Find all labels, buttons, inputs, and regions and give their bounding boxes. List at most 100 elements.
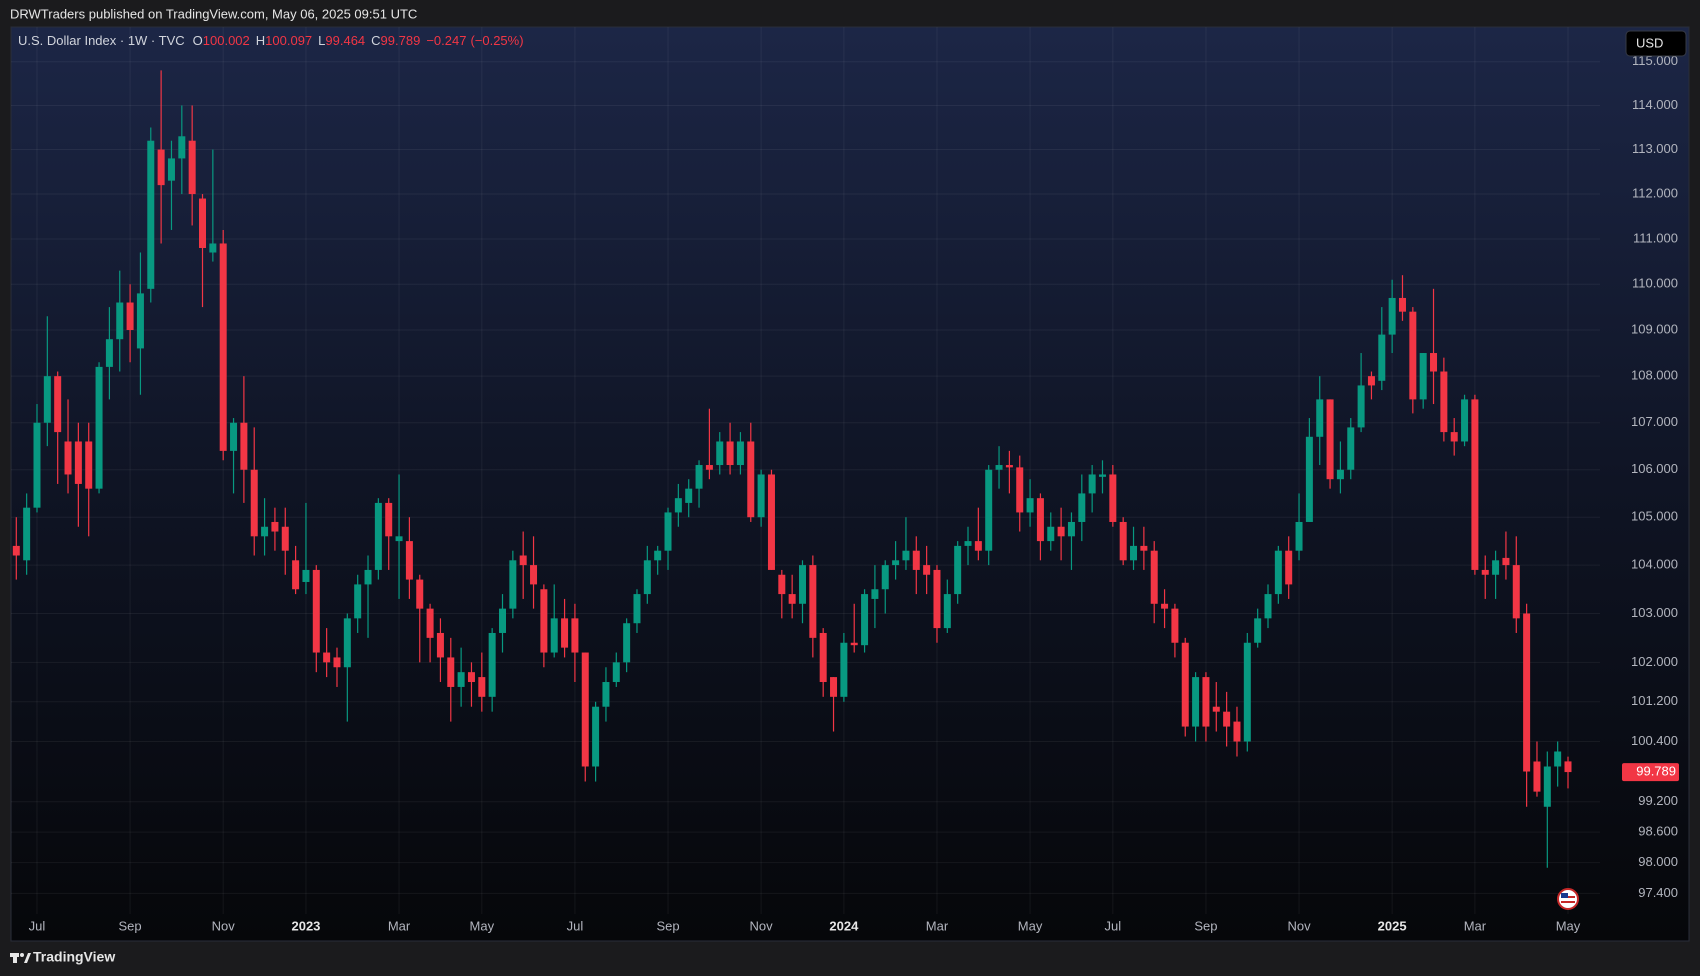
candle-body <box>757 474 765 518</box>
x-tick-label: Jul <box>1105 918 1122 933</box>
candle-body <box>292 560 300 590</box>
x-tick-label: Nov <box>212 918 236 933</box>
candle-body <box>923 565 931 575</box>
candle-body <box>726 441 734 466</box>
candle-body <box>1036 498 1044 542</box>
flag-icon <box>1557 888 1579 910</box>
y-tick-label: 99.200 <box>1638 793 1678 808</box>
candle-body <box>1067 521 1075 537</box>
candle-body <box>1295 521 1303 551</box>
candle-body <box>95 366 103 489</box>
candle-body <box>995 465 1003 470</box>
y-tick-label: 102.000 <box>1631 654 1678 669</box>
candle-body <box>1026 498 1034 513</box>
candle-body <box>1450 432 1458 442</box>
candle-body <box>1543 766 1551 807</box>
candle-body <box>1047 526 1055 542</box>
y-tick-label: 112.000 <box>1632 185 1678 200</box>
candle-body <box>561 618 569 648</box>
legend-text: U.S. Dollar Index · 1W · TVC O100.002 H100… <box>18 33 524 48</box>
legend-ohlc-value: 100.002 <box>203 33 250 48</box>
candle-body <box>374 502 382 570</box>
candle-body <box>1274 550 1282 595</box>
candle-body <box>1471 399 1479 570</box>
chart-panel <box>10 26 1690 942</box>
candle-body <box>105 339 113 367</box>
x-tick-label: 2025 <box>1378 918 1407 933</box>
candle-body <box>271 521 279 532</box>
candle-body <box>767 474 775 570</box>
candle-body <box>1347 427 1355 470</box>
candle-body <box>1264 594 1272 619</box>
candle-body <box>1233 721 1241 742</box>
candle-body <box>230 422 238 451</box>
candle-body <box>1419 353 1427 400</box>
candle-body <box>747 441 755 518</box>
candle-body <box>364 569 372 585</box>
legend: U.S. Dollar Index · 1W · TVC O100.002 H100… <box>18 33 524 48</box>
candle-body <box>1326 399 1334 480</box>
currency-label[interactable]: USD <box>1636 35 1663 50</box>
candle-body <box>261 526 269 537</box>
candle-body <box>1088 474 1096 494</box>
candle-body <box>1461 399 1469 442</box>
y-tick-label: 114.000 <box>1632 97 1678 112</box>
y-tick-label: 97.400 <box>1638 885 1678 900</box>
candle-body <box>1305 436 1313 522</box>
candle-body <box>943 594 951 629</box>
candle-body <box>1398 297 1406 312</box>
x-tick-label: Sep <box>1194 918 1217 933</box>
candle-body <box>354 584 362 619</box>
candle-body <box>809 565 817 638</box>
candle-body <box>33 422 41 508</box>
x-tick-label: Jul <box>567 918 584 933</box>
x-tick-label: Sep <box>119 918 142 933</box>
legend-change-pct: (−0.25%) <box>470 33 523 48</box>
candles <box>12 70 1572 868</box>
axes: 115.000 114.000 113.000 112.000 111.000 110.0… <box>29 53 1679 933</box>
candle-body <box>819 632 827 683</box>
candle-body <box>1171 608 1179 643</box>
candle-body <box>147 140 155 289</box>
candle-body <box>1367 376 1375 386</box>
candle-body <box>395 536 403 542</box>
y-tick-label: 101.200 <box>1631 693 1678 708</box>
candle-body <box>602 682 610 707</box>
candle-body <box>1523 613 1531 772</box>
candle-body <box>788 594 796 604</box>
candle-body <box>571 618 579 653</box>
candle-body <box>1192 677 1200 727</box>
candle-body <box>664 512 672 551</box>
currency-box[interactable] <box>1625 30 1687 57</box>
legend-ohlc-key: O <box>193 33 203 48</box>
candle-body <box>1243 642 1251 742</box>
candle-body <box>436 632 444 658</box>
candle-body <box>1140 545 1148 551</box>
y-tick-label: 115.000 <box>1632 53 1678 68</box>
candle-body <box>1502 557 1510 566</box>
candle-body <box>654 550 662 561</box>
legend-ohlc-key: L <box>318 33 325 48</box>
candle-body <box>74 441 82 484</box>
candle-body <box>1202 677 1210 727</box>
candle-body <box>1336 469 1344 480</box>
x-tick-label: May <box>470 918 495 933</box>
candle-body <box>323 652 331 663</box>
candle-body <box>219 243 227 451</box>
candle-body <box>478 677 486 697</box>
last-price-box <box>1622 763 1679 782</box>
candle-body <box>43 376 51 423</box>
candle-body <box>1181 642 1189 727</box>
candle-body <box>157 149 165 186</box>
candle-body <box>736 441 744 466</box>
currency-button[interactable]: USD <box>1625 30 1687 57</box>
candle-body <box>623 623 631 663</box>
x-tick-label: Mar <box>926 918 949 933</box>
candle-body <box>1285 550 1293 585</box>
candle-body <box>1357 385 1365 428</box>
y-tick-label: 108.000 <box>1631 368 1678 383</box>
x-tick-label: Jul <box>29 918 46 933</box>
x-tick-label: Mar <box>388 918 411 933</box>
legend-ohlc-key: C <box>371 33 380 48</box>
